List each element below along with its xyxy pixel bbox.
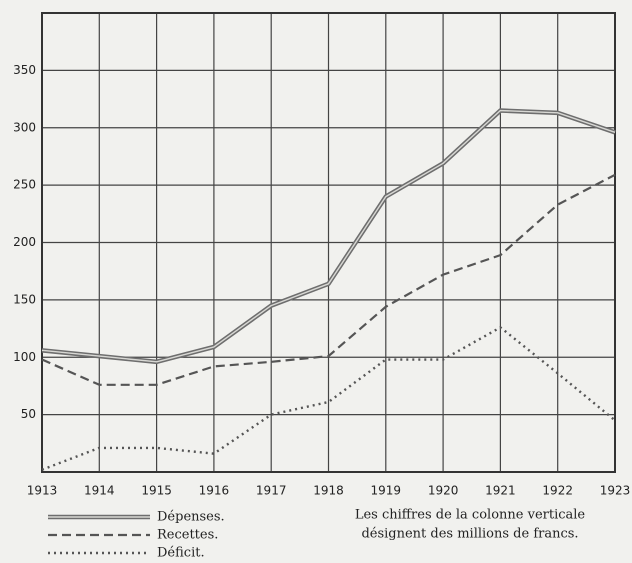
y-tick-label: 50 [21,407,36,421]
x-tick-label: 1922 [542,484,573,498]
x-tick-label: 1915 [141,484,172,498]
legend-label: Dépenses. [157,510,225,525]
x-tick-label: 1920 [428,484,459,498]
y-tick-label: 300 [13,120,36,134]
y-tick-label: 350 [13,63,36,77]
series-line [41,173,616,386]
plot-frame [41,12,616,473]
series-line [41,326,616,471]
x-tick-label: 1917 [256,484,287,498]
note: désignent des millions de francs. [361,527,578,542]
x-tick-label: 1916 [199,484,230,498]
y-tick-label: 200 [13,235,36,249]
legend-label: Recettes. [157,528,218,543]
x-tick-label: 1914 [84,484,115,498]
x-tick-label: 1923 [600,484,631,498]
x-tick-label: 1919 [371,484,402,498]
series-line-inner [41,109,616,363]
y-tick-label: 100 [13,350,36,364]
note: Les chiffres de la colonne verticale [355,508,586,523]
legend-label: Déficit. [157,546,205,561]
y-tick-label: 150 [13,292,36,306]
x-tick-label: 1918 [313,484,344,498]
x-tick-label: 1921 [485,484,516,498]
y-tick-label: 250 [13,178,36,192]
x-tick-label: 1913 [27,484,58,498]
